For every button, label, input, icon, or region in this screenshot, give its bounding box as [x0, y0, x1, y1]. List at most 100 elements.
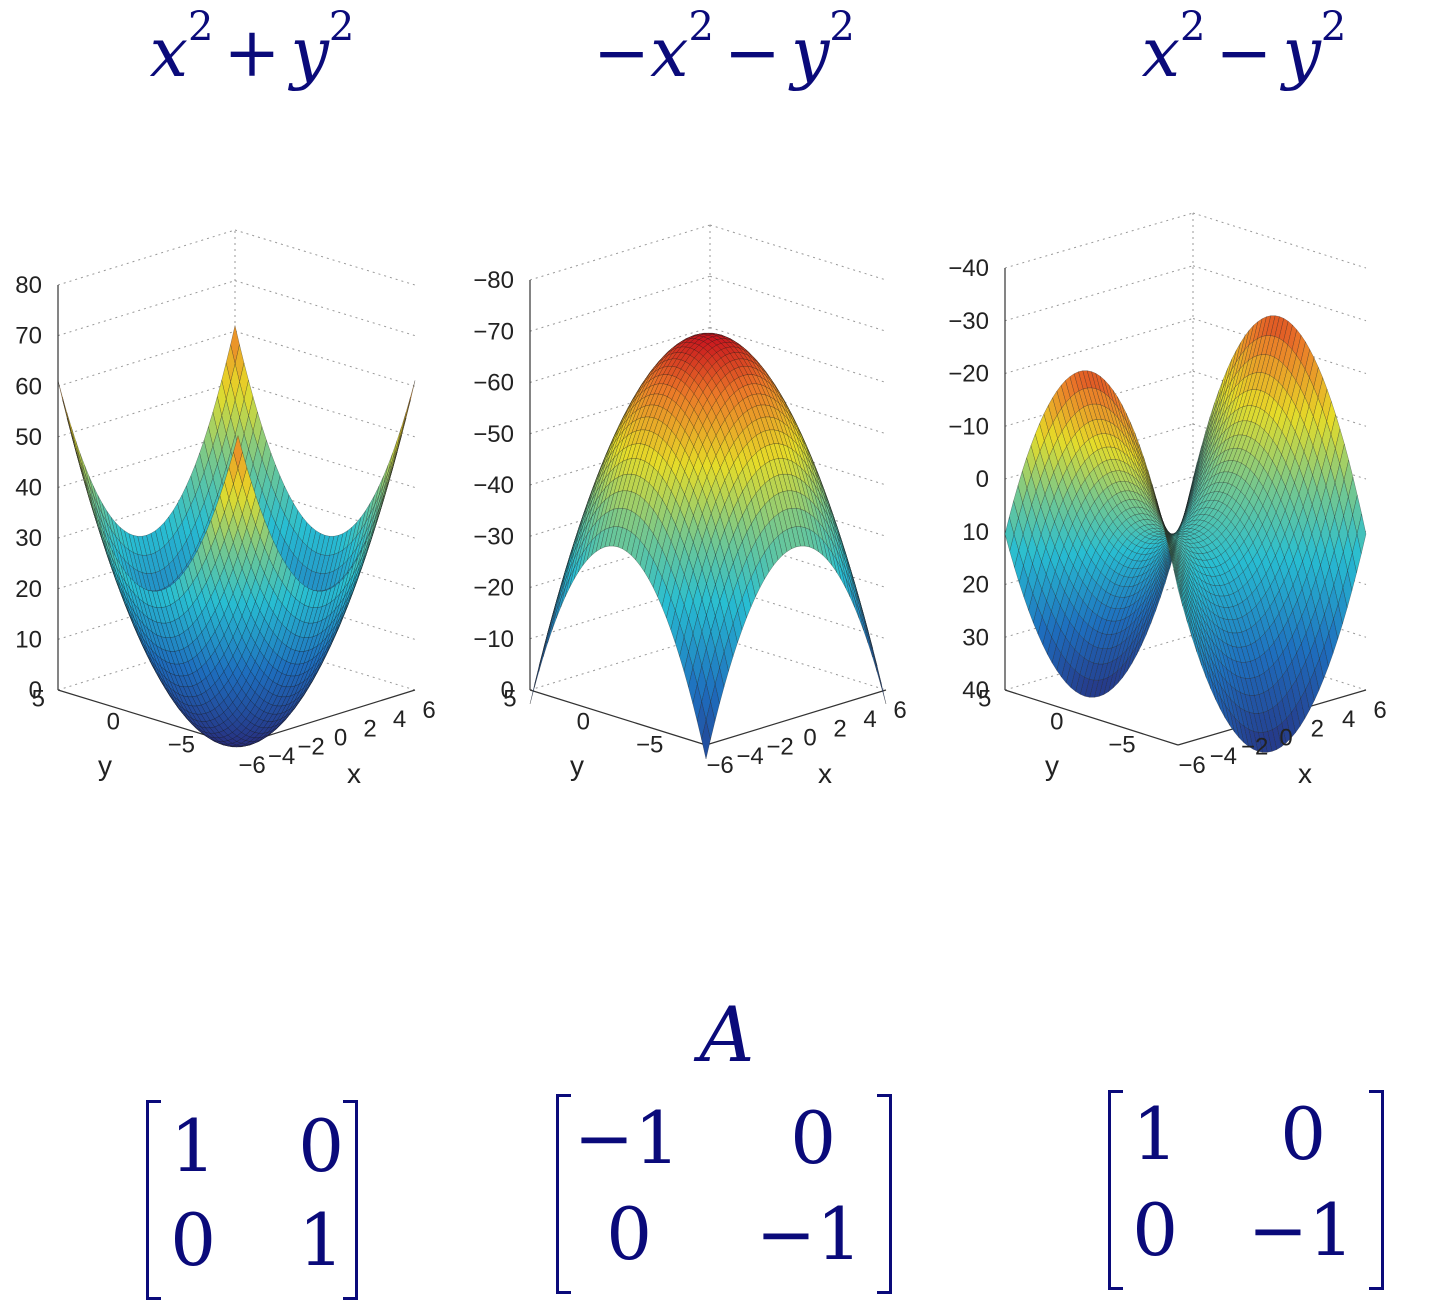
y-tick-label: 0 — [107, 709, 120, 736]
x-tick-label: −4 — [736, 743, 763, 770]
matrix-2: −1 0 0 −1 — [556, 1094, 892, 1288]
x-axis-label: x — [1298, 758, 1312, 789]
grid-line — [530, 276, 710, 331]
z-tick-label: 40 — [15, 475, 42, 502]
x-tick-label: −4 — [268, 743, 295, 770]
title-saddle: x2−y2 — [1142, 4, 1347, 93]
z-tick-label: 20 — [15, 576, 42, 603]
matrix-cell: −1 — [752, 1186, 862, 1282]
x-tick-label: 0 — [803, 725, 816, 752]
z-tick-label: −80 — [473, 267, 514, 294]
x-tick-label: 2 — [1311, 715, 1324, 742]
z-tick-label: 30 — [15, 525, 42, 552]
surface-patch — [548, 611, 557, 643]
x-tick-label: 0 — [1279, 725, 1292, 752]
x-tick-label: 6 — [422, 697, 435, 724]
z-tick-label: −20 — [473, 575, 514, 602]
y-tick-label: 5 — [503, 686, 516, 713]
z-tick-label: −40 — [473, 472, 514, 499]
z-tick-label: 60 — [15, 373, 42, 400]
y-tick-label: −5 — [168, 731, 195, 758]
x-tick-label: 2 — [833, 715, 846, 742]
matrix-cell: −1 — [1244, 1182, 1354, 1278]
x-axis-label: x — [818, 758, 832, 789]
z-tick-label: −70 — [473, 318, 514, 345]
x-tick-label: −6 — [238, 752, 265, 779]
bracket-right — [343, 1100, 358, 1300]
x-tick-label: −6 — [706, 752, 733, 779]
matrix-1: 1 0 0 1 — [146, 1100, 358, 1294]
matrix-cell: 1 — [234, 1192, 344, 1288]
matrix-cell: 1 — [1068, 1086, 1178, 1182]
x-tick-label: 6 — [893, 697, 906, 724]
grid-line — [58, 281, 235, 336]
grid-line — [710, 225, 886, 280]
surface-patch — [864, 624, 873, 657]
x-tick-label: 6 — [1373, 697, 1386, 724]
x-tick-label: 4 — [393, 706, 406, 733]
surface-mesh — [530, 333, 886, 759]
z-tick-label: −10 — [473, 626, 514, 653]
matrix-cell: 0 — [234, 1098, 344, 1194]
x-tick-label: 0 — [334, 725, 347, 752]
y-axis-label: y — [570, 750, 584, 781]
grid-line — [1193, 266, 1366, 321]
x-tick-label: −2 — [1241, 734, 1268, 761]
bracket-right — [877, 1094, 892, 1294]
z-tick-label: −10 — [948, 413, 989, 440]
grid-line — [235, 331, 415, 386]
y-tick-label: −5 — [636, 731, 663, 758]
surface-mesh — [58, 326, 415, 747]
surface-mesh — [1005, 316, 1366, 753]
grid-line — [235, 281, 415, 336]
y-axis-label: y — [98, 750, 112, 781]
x-tick-label: 4 — [863, 706, 876, 733]
grid-line — [58, 331, 235, 386]
matrix-cell: 0 — [106, 1192, 216, 1288]
grid-line — [710, 276, 886, 331]
matrix-cell: 0 — [542, 1186, 652, 1282]
matrix-3: 1 0 0 −1 — [1108, 1090, 1384, 1284]
matrix-cell: 0 — [1068, 1182, 1178, 1278]
matrix-cell: −1 — [570, 1090, 680, 1186]
x-tick-label: −2 — [297, 734, 324, 761]
y-axis — [1005, 690, 1178, 745]
z-tick-label: 10 — [962, 519, 989, 546]
x-axis — [706, 690, 886, 745]
z-tick-label: 50 — [15, 424, 42, 451]
grid-line — [1005, 266, 1193, 321]
y-tick-label: −5 — [1108, 731, 1135, 758]
x-tick-label: −6 — [1178, 752, 1205, 779]
matrix-cell: 1 — [106, 1098, 216, 1194]
z-tick-label: −40 — [948, 255, 989, 282]
z-tick-label: −60 — [473, 370, 514, 397]
z-tick-label: 70 — [15, 323, 42, 350]
matrix-cell: 0 — [1216, 1086, 1326, 1182]
y-tick-label: 5 — [978, 686, 991, 713]
z-tick-label: −50 — [473, 421, 514, 448]
z-tick-label: −30 — [948, 308, 989, 335]
z-tick-label: 80 — [15, 272, 42, 299]
y-tick-label: 0 — [1050, 709, 1063, 736]
y-axis-label: y — [1045, 750, 1059, 781]
y-axis — [530, 690, 706, 745]
x-tick-label: 2 — [363, 715, 376, 742]
x-tick-label: −4 — [1210, 743, 1237, 770]
title-paraboloid-down: −x2−y2 — [593, 4, 855, 93]
z-tick-label: 0 — [976, 466, 989, 493]
grid-line — [1193, 213, 1366, 268]
z-tick-label: 10 — [15, 626, 42, 653]
grid-line — [1005, 213, 1193, 268]
z-tick-label: −20 — [948, 361, 989, 388]
x-axis-label: x — [347, 758, 361, 789]
z-tick-label: 20 — [962, 572, 989, 599]
grid-line — [235, 230, 415, 285]
x-tick-label: 4 — [1342, 706, 1355, 733]
x-tick-label: −2 — [766, 734, 793, 761]
grid-line — [1005, 319, 1193, 374]
matrix-cell: 0 — [726, 1090, 836, 1186]
